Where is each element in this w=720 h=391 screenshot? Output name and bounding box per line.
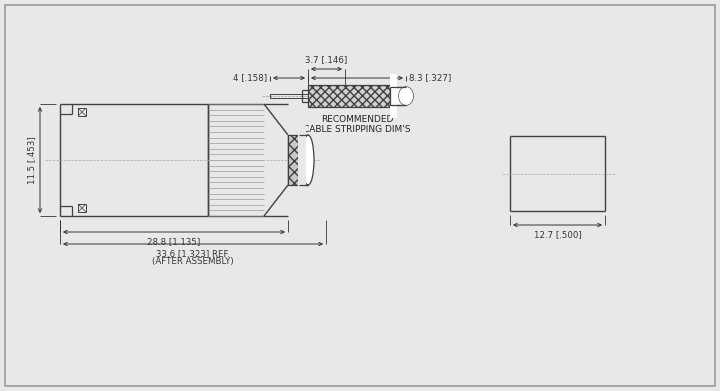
- Text: CABLE STRIPPING DIM'S: CABLE STRIPPING DIM'S: [303, 125, 410, 134]
- Bar: [308, 85, 390, 107]
- Ellipse shape: [399, 87, 413, 105]
- Text: RECOMMENDED: RECOMMENDED: [321, 115, 393, 124]
- Bar: [390, 74, 397, 118]
- Text: 28.8 [1.135]: 28.8 [1.135]: [148, 237, 201, 246]
- Text: (AFTER ASSEMBLY): (AFTER ASSEMBLY): [152, 257, 234, 266]
- Bar: [298, 110, 306, 210]
- Bar: [390, 87, 406, 105]
- Bar: [288, 135, 308, 185]
- Text: 12.7 [.500]: 12.7 [.500]: [534, 230, 581, 239]
- Text: 3.7 [.146]: 3.7 [.146]: [305, 55, 348, 64]
- Text: 33.6 [1.323] REF.: 33.6 [1.323] REF.: [156, 249, 230, 258]
- Text: 4 [.158]: 4 [.158]: [233, 74, 267, 83]
- Text: 11.5 [.453]: 11.5 [.453]: [27, 136, 36, 184]
- Ellipse shape: [399, 87, 413, 105]
- Ellipse shape: [302, 135, 314, 185]
- Text: 8.3 [.327]: 8.3 [.327]: [409, 74, 451, 83]
